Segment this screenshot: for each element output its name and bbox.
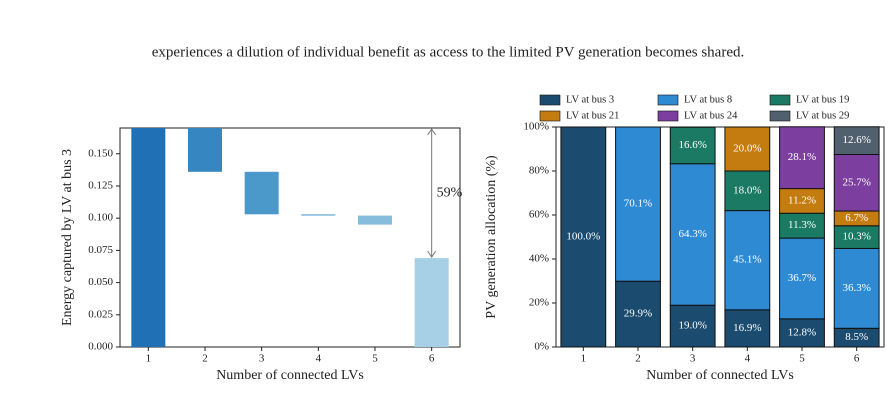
y-tick-label: 0.000 (88, 341, 113, 353)
bar (131, 128, 166, 347)
x-tick-label: 1 (146, 353, 152, 365)
value-label: 16.9% (733, 322, 761, 334)
body-text: experiences a dilution of individual ben… (152, 44, 744, 60)
value-label: 36.7% (788, 272, 816, 284)
value-label: 28.1% (788, 151, 816, 163)
annotation: 59% (437, 185, 463, 200)
value-label: 18.0% (733, 184, 761, 196)
value-label: 16.6% (678, 139, 706, 151)
value-label: 70.1% (624, 198, 652, 210)
x-tick-label: 5 (799, 353, 805, 365)
x-tick-label: 6 (854, 353, 860, 365)
value-label: 8.5% (845, 331, 868, 343)
bar-segment (779, 237, 825, 320)
legend-swatch (769, 110, 791, 122)
y-axis-label: PV generation allocation (%) (484, 155, 499, 319)
value-label: 29.9% (624, 308, 652, 320)
value-label: 12.6% (842, 134, 870, 146)
bar-segment (779, 318, 825, 348)
value-label: 64.3% (678, 228, 706, 240)
value-label: 25.7% (842, 176, 870, 188)
bar (244, 171, 279, 215)
value-label: 10.3% (842, 231, 870, 243)
value-label: 19.0% (678, 320, 706, 332)
bar (301, 214, 336, 216)
bar-segment (779, 126, 825, 190)
value-label: 100.0% (566, 231, 600, 243)
y-tick-label: 80% (529, 165, 549, 177)
value-label: 11.3% (788, 219, 816, 231)
y-axis-label: Energy captured by LV at bus 3 (60, 149, 75, 326)
axes-frame (555, 126, 885, 348)
y-tick-label: 0.100 (88, 212, 113, 224)
y-tick-label: 20% (529, 297, 549, 309)
bar (414, 258, 449, 347)
y-tick-label: 40% (529, 253, 549, 265)
bar (188, 128, 222, 172)
bar (358, 215, 392, 225)
x-tick-label: 4 (316, 353, 322, 365)
y-tick-label: 0.150 (88, 147, 113, 159)
y-tick-label: 0.050 (88, 276, 113, 288)
legend-label: LV at bus 8 (684, 94, 732, 105)
x-tick-label: 6 (429, 353, 435, 365)
y-tick-label: 0% (534, 341, 549, 353)
y-tick-label: 60% (529, 209, 549, 221)
x-tick-label: 4 (745, 353, 751, 365)
x-tick-label: 3 (690, 353, 696, 365)
legend-swatch (657, 110, 679, 122)
bar-segment (833, 154, 880, 212)
x-tick-label: 5 (372, 353, 378, 365)
value-label: 12.8% (788, 326, 816, 338)
legend-swatch (657, 94, 679, 106)
y-tick-label: 0.025 (88, 308, 113, 320)
x-axis-label: Number of connected LVs (216, 368, 364, 383)
arrow-head (427, 128, 437, 136)
legend-swatch (539, 110, 561, 122)
bar-segment (615, 280, 661, 348)
value-label: 45.1% (733, 254, 761, 266)
legend-swatch (539, 94, 561, 106)
bar-segment (724, 170, 771, 212)
bar-segment (724, 126, 771, 172)
x-axis-label: Number of connected LVs (646, 368, 794, 383)
bar-segment (833, 247, 880, 329)
x-tick-label: 2 (202, 353, 208, 365)
bar-segment (724, 210, 771, 311)
bar-segment (779, 212, 825, 239)
y-tick-label: 0.125 (88, 180, 113, 192)
bar-segment (669, 304, 716, 348)
bar-segment (615, 126, 661, 282)
bar-segment (669, 126, 716, 165)
value-label: 36.3% (842, 282, 870, 294)
x-tick-label: 1 (581, 353, 587, 365)
arrow-head (427, 250, 437, 259)
y-tick-label: 100% (523, 121, 549, 133)
value-label: 6.7% (845, 212, 868, 224)
legend-label: LV at bus 29 (796, 110, 849, 121)
bar-segment (833, 126, 880, 155)
value-label: 20.0% (733, 143, 761, 155)
legend-label: LV at bus 24 (684, 110, 738, 121)
legend-swatch (769, 94, 791, 106)
value-label: 11.2% (788, 194, 816, 206)
legend-label: LV at bus 21 (566, 110, 619, 121)
x-tick-label: 2 (635, 353, 641, 365)
axes-frame (119, 127, 461, 348)
legend-label: LV at bus 19 (796, 94, 849, 105)
bar-segment (724, 309, 771, 348)
bar-segment (560, 126, 607, 348)
y-tick-label: 0.075 (88, 244, 113, 256)
bar-segment (779, 188, 825, 214)
legend-label: LV at bus 3 (566, 94, 614, 105)
x-tick-label: 3 (259, 353, 265, 365)
